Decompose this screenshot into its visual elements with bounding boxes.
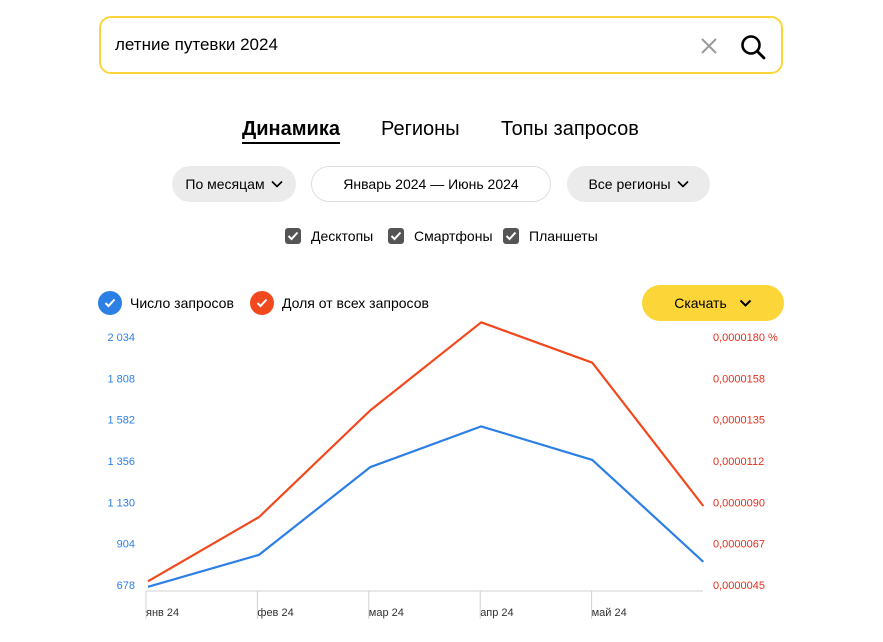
series-line-count (147, 425, 705, 588)
download-button[interactable]: Скачать (642, 285, 784, 321)
search-box[interactable]: летние путевки 2024 (99, 16, 783, 74)
device-desktop-label: Десктопы (311, 228, 374, 244)
y-left-tick-label: 904 (117, 539, 135, 551)
device-desktop-checkbox[interactable]: Десктопы (285, 226, 373, 246)
x-tick-label: фев 24 (257, 607, 293, 619)
y-left-tick-label: 1 356 (107, 456, 135, 468)
legend-count-toggle[interactable]: Число запросов (98, 290, 234, 316)
y-right-tick-label: 0,0000180 % (713, 332, 778, 344)
tabs: Динамика Регионы Топы запросов (0, 118, 883, 148)
checkbox-checked-icon[interactable] (388, 228, 404, 244)
search-input[interactable]: летние путевки 2024 (115, 35, 278, 54)
y-left-tick-label: 2 034 (107, 332, 135, 344)
x-tick-label: мар 24 (369, 607, 404, 619)
x-tick-label: янв 24 (146, 607, 179, 619)
x-tick-label: апр 24 (480, 607, 513, 619)
date-range-picker[interactable]: Январь 2024 — Июнь 2024 (311, 166, 551, 202)
y-left-tick-label: 1 582 (107, 415, 135, 427)
dynamics-chart: 2 034 1 808 1 582 1 356 1 130 904 678 0,0000180… (107, 321, 778, 619)
region-select-label: Все регионы (588, 176, 671, 192)
y-right-tick-label: 0,0000112 (713, 456, 764, 468)
legend-count-label: Число запросов (130, 295, 234, 311)
y-right-tick-label: 0,0000045 (713, 580, 765, 592)
chevron-down-icon (676, 180, 689, 188)
device-tablet-checkbox[interactable]: Планшеты (503, 226, 598, 246)
y-left-tick-label: 678 (117, 580, 135, 592)
tab-regions[interactable]: Регионы (381, 118, 460, 140)
download-button-label: Скачать (674, 295, 727, 311)
check-icon[interactable] (250, 291, 274, 315)
series-line-share (147, 321, 705, 583)
date-range-label: Январь 2024 — Июнь 2024 (343, 176, 519, 192)
x-tick-label: май 24 (592, 607, 627, 619)
legend-share-toggle[interactable]: Доля от всех запросов (250, 290, 429, 316)
device-smartphone-checkbox[interactable]: Смартфоны (388, 226, 493, 246)
checkbox-checked-icon[interactable] (503, 228, 519, 244)
tab-dynamics[interactable]: Динамика (242, 118, 340, 144)
device-tablet-label: Планшеты (529, 228, 598, 244)
check-icon[interactable] (98, 291, 122, 315)
legend-share-label: Доля от всех запросов (282, 295, 429, 311)
chevron-down-icon (271, 180, 283, 188)
y-right-tick-label: 0,0000135 (713, 415, 765, 427)
y-right-tick-label: 0,0000158 (713, 373, 765, 385)
search-icon[interactable] (739, 33, 767, 61)
device-smartphone-label: Смартфоны (414, 228, 493, 244)
checkbox-checked-icon[interactable] (285, 228, 301, 244)
y-left-tick-label: 1 808 (107, 373, 135, 385)
y-right-tick-label: 0,0000090 (713, 497, 765, 509)
clear-icon[interactable] (699, 36, 719, 56)
region-select[interactable]: Все регионы (567, 166, 710, 202)
y-left-tick-label: 1 130 (107, 497, 135, 509)
tab-top-queries[interactable]: Топы запросов (501, 118, 639, 140)
y-right-tick-label: 0,0000067 (713, 539, 765, 551)
chevron-down-icon (739, 299, 751, 307)
period-select[interactable]: По месяцам (172, 166, 296, 202)
period-select-label: По месяцам (185, 176, 265, 192)
